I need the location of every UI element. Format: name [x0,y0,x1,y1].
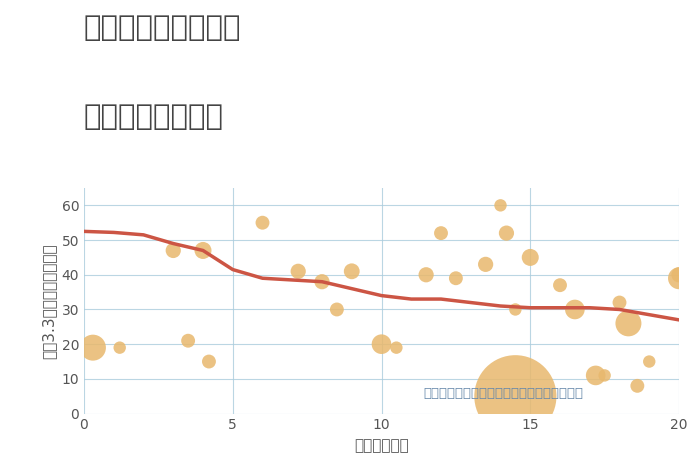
Point [293,267,304,275]
Point [391,344,402,352]
Point [525,254,536,261]
Point [510,392,521,400]
Point [554,282,566,289]
Point [197,247,209,254]
Point [495,202,506,209]
Point [673,271,685,279]
Point [88,344,99,352]
Point [510,306,521,313]
Text: 奈良県奈良市針町の: 奈良県奈良市針町の [84,14,241,42]
Point [376,340,387,348]
Point [599,372,610,379]
Point [569,306,580,313]
X-axis label: 駅距離（分）: 駅距離（分） [354,438,409,453]
Point [623,320,634,327]
Point [257,219,268,227]
Point [316,278,328,285]
Text: 駅距離別土地価格: 駅距離別土地価格 [84,103,224,132]
Point [183,337,194,345]
Point [346,267,357,275]
Point [501,229,512,237]
Point [421,271,432,279]
Point [450,274,461,282]
Point [673,274,685,282]
Point [203,358,214,365]
Point [114,344,125,352]
Point [614,299,625,306]
Point [644,358,655,365]
Point [480,260,491,268]
Text: 円の大きさは、取引のあった物件面積を示す: 円の大きさは、取引のあった物件面積を示す [423,387,583,400]
Y-axis label: 坪（3.3㎡）単価（万円）: 坪（3.3㎡）単価（万円） [41,243,56,359]
Point [331,306,342,313]
Point [435,229,447,237]
Point [168,247,179,254]
Point [632,382,643,390]
Point [590,372,601,379]
